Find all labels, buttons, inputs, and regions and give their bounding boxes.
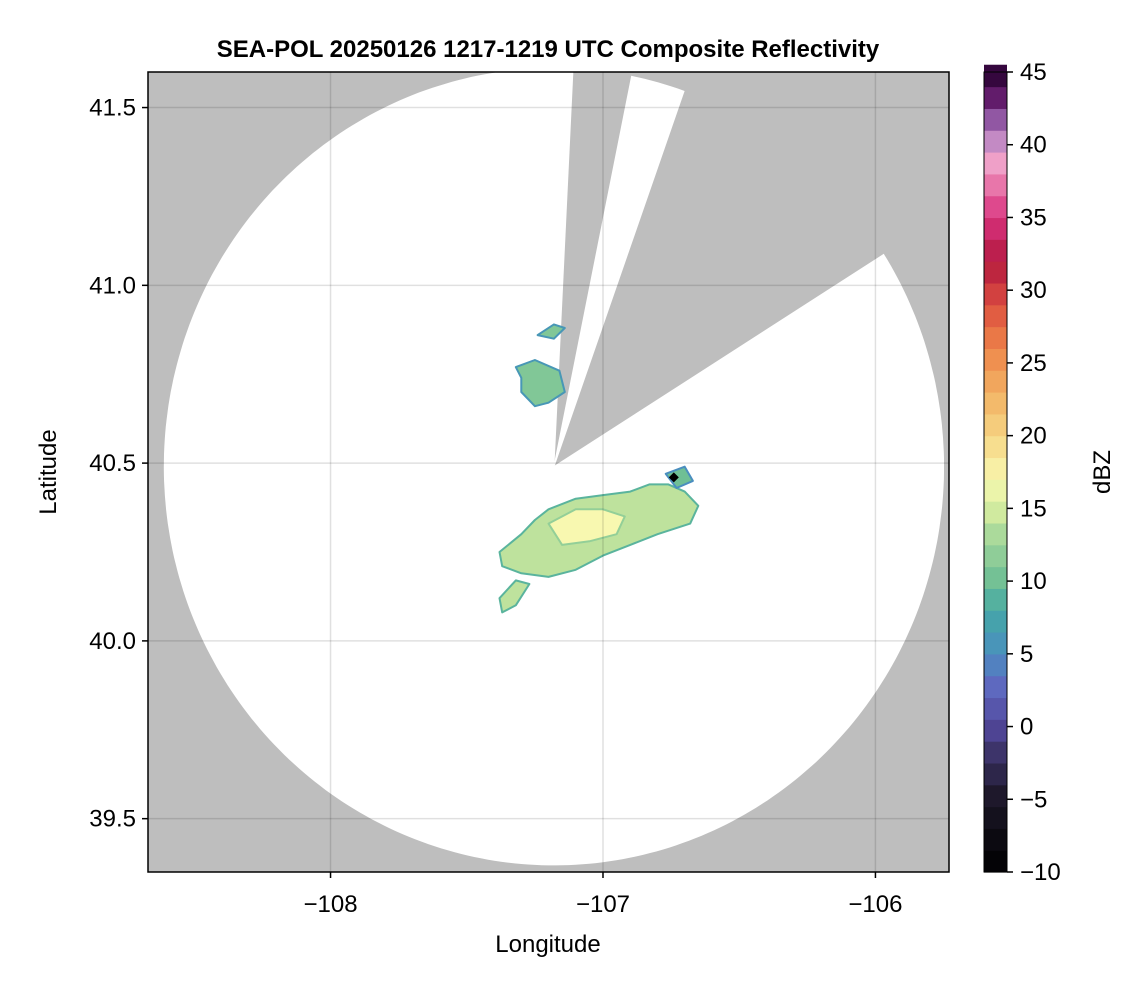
colorbar-bin-35 — [984, 108, 1007, 131]
colorbar-bin-15 — [984, 544, 1007, 568]
colorbar-bin-33 — [984, 152, 1007, 175]
colorbar-bin-9 — [984, 675, 1007, 699]
colorbar-bin-3 — [984, 806, 1007, 829]
y-tick-label-2: 40.0 — [89, 628, 136, 655]
reflectivity-region-6 — [664, 465, 694, 489]
colorbar-bin-37 — [984, 64, 1007, 88]
colorbar-bin-20 — [984, 435, 1007, 459]
colorbar-bin-7 — [984, 719, 1007, 742]
colorbar-ticks: −10 −5 0 5 10 15 20 25 30 35 40 45 — [1007, 59, 1061, 886]
colorbar-tick-label-9: 30 — [1020, 277, 1047, 304]
y-axis-label: Latitude — [35, 429, 62, 514]
colorbar-bin-11 — [984, 632, 1007, 655]
y-tick-label-1: 39.5 — [89, 806, 136, 833]
colorbar-bin-34 — [984, 130, 1007, 153]
colorbar-bin-6 — [984, 741, 1007, 764]
x-tick-label-3: −106 — [848, 891, 902, 918]
x-axis-ticks: −108 −107 −106 — [304, 872, 902, 918]
colorbar-bin-30 — [984, 217, 1007, 240]
colorbar-bin-13 — [984, 588, 1007, 611]
y-tick-label-4: 41.0 — [89, 272, 136, 299]
y-tick-label-5: 41.5 — [89, 95, 136, 122]
y-axis-ticks: 39.5 40.0 40.5 41.0 41.5 — [89, 95, 148, 833]
plot-frame — [147, 71, 950, 873]
colorbar-bin-23 — [984, 370, 1007, 393]
colorbar-bin-17 — [984, 501, 1007, 524]
colorbar-bin-5 — [984, 762, 1007, 786]
colorbar-bin-16 — [984, 522, 1007, 546]
reflectivity-region-3 — [498, 579, 531, 614]
colorbar-bin-10 — [984, 653, 1007, 677]
colorbar-bin-28 — [984, 261, 1007, 284]
colorbar-tick-label-11: 40 — [1020, 132, 1047, 159]
colorbar-tick-label-1: −10 — [1020, 859, 1061, 886]
colorbar-bin-29 — [984, 239, 1007, 262]
location-marker — [668, 472, 679, 483]
colorbar-bin-19 — [984, 457, 1007, 480]
colorbar-tick-label-7: 20 — [1020, 423, 1047, 450]
colorbar-bin-18 — [984, 479, 1007, 502]
colorbar-tick-label-5: 10 — [1020, 568, 1047, 595]
colorbar-bin-31 — [984, 195, 1007, 219]
colorbar-tick-label-10: 35 — [1020, 204, 1047, 231]
colorbar-bin-26 — [984, 304, 1007, 328]
reflectivity-region-5 — [536, 323, 566, 340]
colorbar-tick-label-4: 5 — [1020, 641, 1033, 668]
grid-lines — [148, 72, 949, 872]
colorbar-bin-22 — [984, 392, 1007, 415]
radar-coverage-sector-1 — [163, 72, 944, 866]
colorbar — [983, 64, 1008, 873]
colorbar-tick-label-12: 45 — [1020, 59, 1047, 86]
colorbar-bin-14 — [984, 566, 1007, 589]
reflectivity-region-4 — [514, 359, 566, 408]
reflectivity-region-2 — [547, 508, 626, 546]
colorbar-bin-1 — [984, 850, 1007, 873]
colorbar-bin-32 — [984, 173, 1007, 197]
colorbar-bin-2 — [984, 828, 1007, 851]
colorbar-frame — [983, 71, 1008, 873]
chart-title: SEA-POL 20250126 1217-1219 UTC Composite… — [217, 36, 880, 63]
radar-coverage-sector-2 — [553, 75, 685, 467]
colorbar-bin-21 — [984, 413, 1007, 437]
colorbar-tick-label-3: 0 — [1020, 714, 1033, 741]
x-axis-label: Longitude — [495, 931, 600, 958]
colorbar-bin-27 — [984, 282, 1007, 306]
colorbar-bin-4 — [984, 784, 1007, 808]
colorbar-bin-36 — [984, 86, 1007, 109]
plot-area — [148, 72, 949, 872]
colorbar-tick-label-8: 25 — [1020, 350, 1047, 377]
colorbar-bin-25 — [984, 326, 1007, 349]
x-tick-label-2: −107 — [576, 891, 630, 918]
colorbar-tick-label-2: −5 — [1020, 786, 1047, 813]
colorbar-bin-12 — [984, 610, 1007, 633]
colorbar-tick-label-6: 15 — [1020, 495, 1047, 522]
y-tick-label-3: 40.5 — [89, 450, 136, 477]
x-tick-label-1: −108 — [304, 891, 358, 918]
colorbar-label: dBZ — [1089, 450, 1116, 494]
colorbar-bin-24 — [984, 348, 1007, 371]
colorbar-bin-8 — [984, 697, 1007, 720]
